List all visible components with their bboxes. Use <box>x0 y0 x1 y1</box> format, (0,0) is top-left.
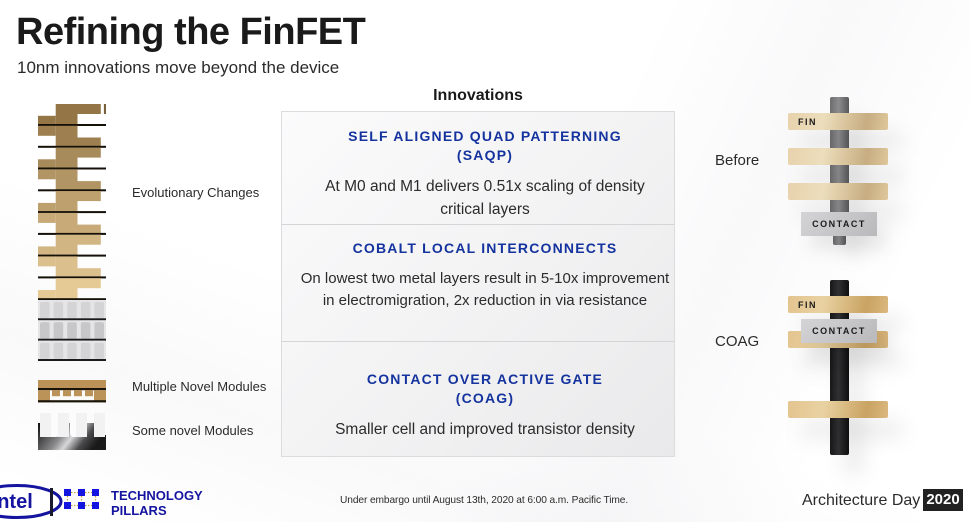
svg-text:ntel: ntel <box>0 491 33 513</box>
